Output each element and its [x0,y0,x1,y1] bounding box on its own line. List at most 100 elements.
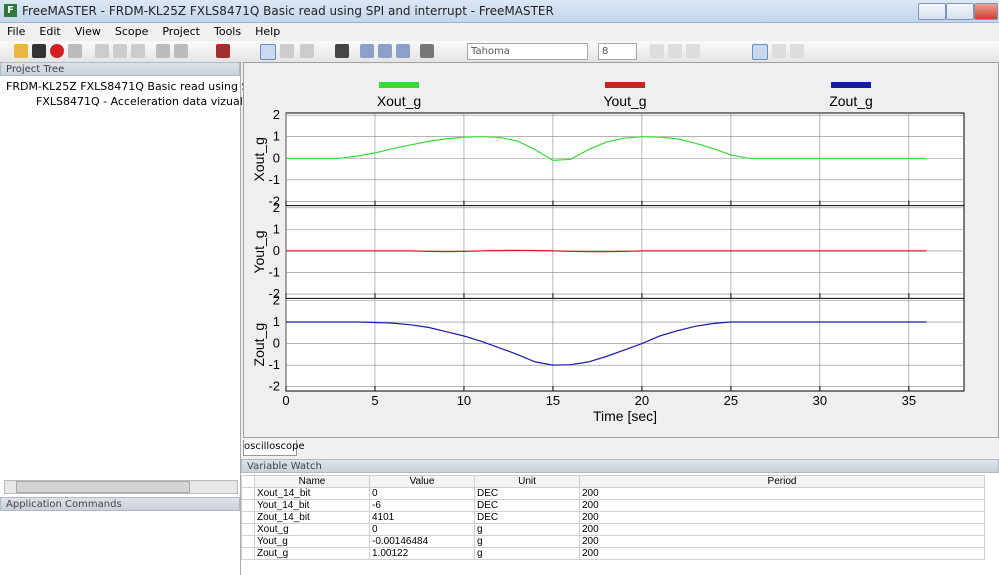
cell: 200 [579,511,985,524]
row-gutter [241,535,255,548]
forward-button[interactable] [174,44,188,58]
project-tree-header: Project Tree [0,62,240,76]
y-tick-label: 1 [273,221,280,236]
menu-item[interactable]: View [74,25,101,38]
x-tick-label: 5 [371,393,378,408]
title-bar: F FreeMASTER - FRDM-KL25Z FXLS8471Q Basi… [0,0,999,23]
row-gutter [241,523,255,536]
tool-button[interactable] [335,44,349,58]
y-tick-label: 0 [273,336,280,351]
tool-button[interactable] [360,44,374,58]
y-tick-label: 2 [273,107,280,122]
column-header: Name [254,475,370,488]
cell: 200 [579,487,985,500]
save-button[interactable] [32,44,46,58]
tool-button[interactable] [420,44,434,58]
size-combo[interactable]: 8 [598,43,637,60]
close-button[interactable] [974,3,998,20]
back-button[interactable] [156,44,170,58]
x-tick-label: 0 [282,393,289,408]
toolbar: Tahoma 8 [0,41,999,63]
maximize-button[interactable] [946,3,974,20]
cell: DEC [474,511,580,524]
cell: 0 [369,487,475,500]
series-line [286,321,927,366]
cell: -6 [369,499,475,512]
tool-button[interactable] [378,44,392,58]
x-tick-label: 10 [457,393,471,408]
cell: Yout_14_bit [254,499,370,512]
tool-button[interactable] [113,44,127,58]
cell: DEC [474,499,580,512]
cell: 200 [579,523,985,536]
stop-button[interactable] [50,44,64,58]
tool-button[interactable] [68,44,82,58]
cell: 1.00122 [369,547,475,560]
y-axis-label: Zout_g [251,323,267,367]
scroll-thumb[interactable] [16,481,190,493]
row-gutter [241,487,255,500]
column-header: Unit [474,475,580,488]
menu-item[interactable]: Scope [114,25,149,38]
tool-button[interactable] [216,44,230,58]
y-tick-label: -2 [268,193,280,208]
tool-button[interactable] [300,44,314,58]
underline-button[interactable] [686,44,700,58]
cell: Xout_14_bit [254,487,370,500]
tool-button[interactable] [95,44,109,58]
column-header: Period [579,475,985,488]
y-tick-label: -1 [268,264,280,279]
font-combo[interactable]: Tahoma [467,43,588,60]
cell: DEC [474,487,580,500]
cell: g [474,523,580,536]
tool-button[interactable] [131,44,145,58]
menu-item[interactable]: Tools [214,25,242,38]
legend-label: Yout_g [603,93,646,109]
tool-button[interactable] [260,44,276,60]
menu-item[interactable]: Project [162,25,200,38]
legend-label: Zout_g [829,93,873,109]
left-pane: Project Tree FRDM-KL25Z FXLS8471Q Basic … [0,62,283,575]
cell: g [474,535,580,548]
y-tick-label: 0 [273,243,280,258]
bold-button[interactable] [650,44,664,58]
tab[interactable]: oscilloscope [243,440,305,456]
cell: g [474,547,580,560]
y-tick-label: -1 [268,357,280,372]
watch-row: Zout_g 1.00122 g 200 [241,547,985,560]
variable-watch: Variable Watch Name Value Unit Period Xout_1… [241,459,999,575]
align-button[interactable] [752,44,768,60]
italic-button[interactable] [668,44,682,58]
column-header: Value [369,475,475,488]
y-axis-label: Xout_g [251,137,267,181]
x-tick-label: 30 [813,393,827,408]
x-tick-label: 20 [635,393,649,408]
tree-item[interactable]: FXLS8471Q - Acceleration data vizualizat… [36,95,280,108]
watch-row: Zout_14_bit 4101 DEC 200 [241,511,985,524]
menu-item[interactable]: Help [255,25,281,38]
menu-item[interactable]: File [7,25,26,38]
plot-area [285,112,965,392]
menu-item[interactable]: Edit [39,25,61,38]
y-tick-label: -2 [268,379,280,394]
align-button[interactable] [790,44,804,58]
tool-button[interactable] [396,44,410,58]
legend-label: Xout_g [377,93,421,109]
x-tick-label: 35 [902,393,916,408]
open-button[interactable] [14,44,28,58]
tree-root[interactable]: FRDM-KL25Z FXLS8471Q Basic read using SP… [6,80,283,93]
y-tick-label: -1 [268,172,280,187]
row-gutter [241,475,255,488]
tool-button[interactable] [280,44,294,58]
app-commands-header: Application Commands [0,497,240,511]
header-row: Name Value Unit Period [241,475,985,488]
watch-row: Xout_14_bit 0 DEC 200 [241,487,985,500]
y-tick-label: 1 [273,314,280,329]
legend-swatch [831,82,871,88]
align-button[interactable] [772,44,786,58]
watch-row: Xout_g 0 g 200 [241,523,985,536]
minimize-button[interactable] [918,3,946,20]
watch-row: Yout_14_bit -6 DEC 200 [241,499,985,512]
cell: Zout_14_bit [254,511,370,524]
cell: 200 [579,535,985,548]
